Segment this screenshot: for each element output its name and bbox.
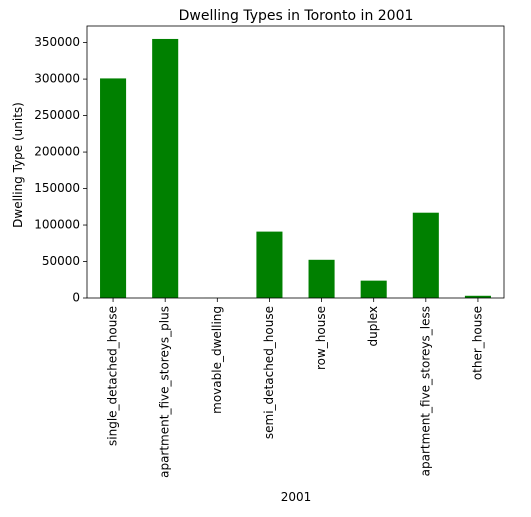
y-tick-label: 100000	[34, 218, 80, 232]
bar-semi_detached_house	[256, 232, 282, 298]
bar-single_detached_house	[100, 78, 126, 298]
bar-duplex	[361, 281, 387, 298]
y-tick-label: 0	[72, 291, 80, 305]
y-ticks-group: 0 50000 100000 150000 200000 250000 300000 3500…	[34, 35, 87, 304]
bar-apartment_five_storeys_plus	[152, 39, 178, 298]
x-tick-label: movable_dwelling	[210, 306, 224, 414]
x-tick-label: duplex	[366, 306, 380, 346]
plot-frame	[87, 26, 504, 298]
x-tick-label: row_house	[314, 306, 328, 370]
x-tick-label: apartment_five_storeys_plus	[158, 306, 172, 478]
x-axis-label: 2001	[281, 490, 312, 504]
bar-apartment_five_storeys_less	[413, 213, 439, 298]
x-tick-label: apartment_five_storeys_less	[418, 306, 432, 476]
y-tick-label: 50000	[42, 254, 80, 268]
y-tick-label: 200000	[34, 145, 80, 159]
x-tick-label: single_detached_house	[106, 306, 120, 446]
y-tick-label: 150000	[34, 181, 80, 195]
y-axis-label: Dwelling Type (units)	[11, 102, 25, 228]
y-tick-label: 250000	[34, 108, 80, 122]
chart-title: Dwelling Types in Toronto in 2001	[179, 8, 414, 24]
x-tick-label: other_house	[470, 306, 484, 380]
y-tick-label: 300000	[34, 72, 80, 86]
y-tick-label: 350000	[34, 35, 80, 49]
bars-group	[100, 39, 491, 298]
x-ticks-group: single_detached_house apartment_five_stor…	[106, 298, 485, 478]
x-tick-label: semi_detached_house	[262, 306, 276, 439]
bar-row_house	[309, 260, 335, 298]
